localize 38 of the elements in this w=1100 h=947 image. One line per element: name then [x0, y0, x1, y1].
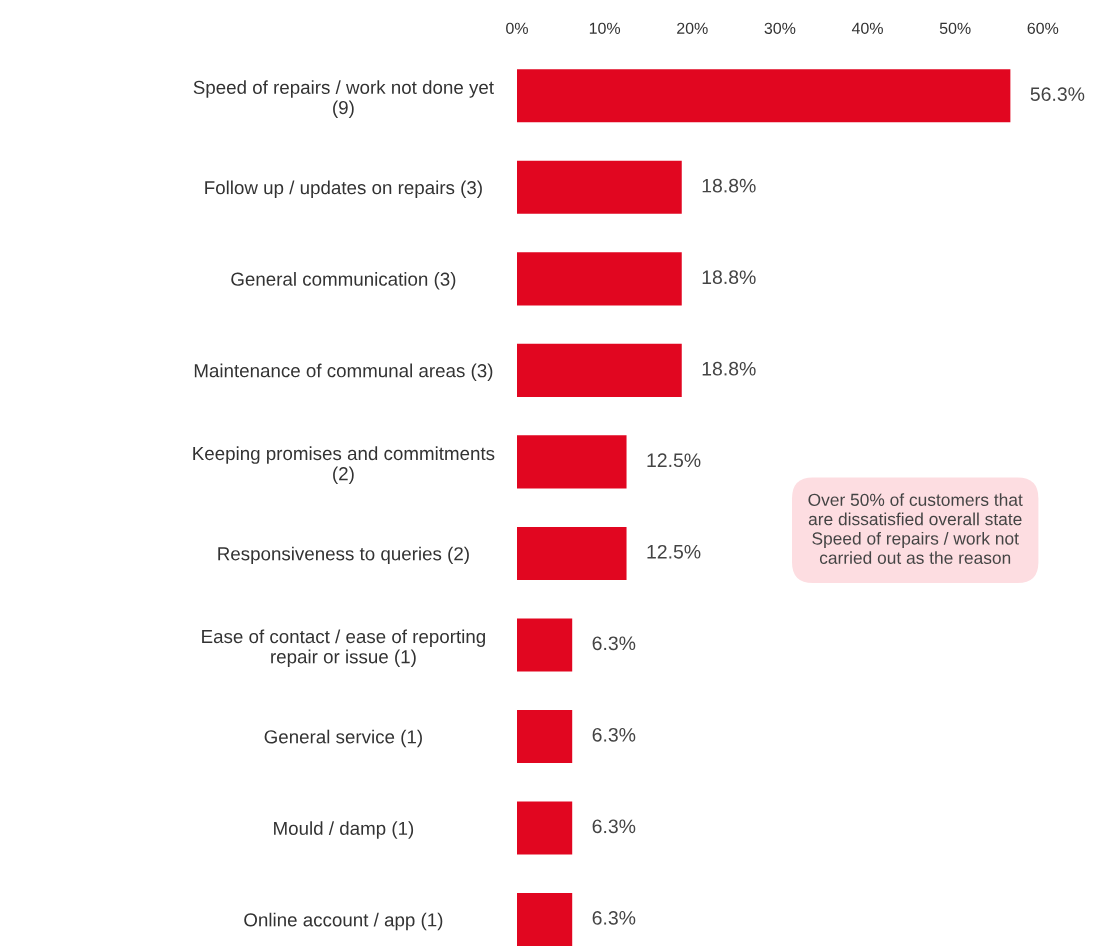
y-tick-label: General service (1)	[264, 729, 422, 748]
y-tick-label: Speed of repairs / work not done yet (9)	[193, 80, 494, 118]
y-tick-label: Online account / app (1)	[244, 912, 443, 931]
annotation: Over 50% of customers that are dissatisfied overall state Speed of repairs / work not carried out as the reason	[808, 493, 1023, 564]
bar	[517, 252, 682, 306]
y-tick-label: Maintenance of communal areas (3)	[194, 363, 493, 382]
data-label: 12.5%	[647, 544, 701, 559]
x-tick-label: 60%	[1027, 22, 1059, 34]
bar	[517, 435, 627, 489]
x-tick-label: 0%	[506, 22, 528, 34]
data-label: 12.5%	[647, 453, 701, 468]
x-tick-label: 50%	[939, 22, 971, 34]
bar	[517, 160, 682, 214]
y-tick-label: Ease of contact / ease of reporting repair or issue (1)	[202, 629, 485, 668]
data-label: 6.3%	[592, 636, 636, 651]
y-tick-label: Follow up / updates on repairs (3)	[205, 180, 482, 199]
data-label: 18.8%	[702, 178, 756, 193]
bar	[517, 801, 573, 855]
data-label: 6.3%	[592, 819, 636, 834]
data-label: 18.8%	[702, 361, 756, 376]
x-tick-label: 20%	[677, 22, 708, 34]
bar	[517, 343, 682, 397]
x-tick-label: 30%	[764, 22, 796, 34]
x-tick-label: 10%	[589, 22, 621, 34]
x-tick-label: 40%	[851, 22, 883, 34]
data-label: 56.3%	[1030, 87, 1085, 102]
bar	[517, 618, 573, 672]
y-tick-label: General communication (3)	[231, 272, 456, 290]
bar	[517, 69, 1011, 123]
data-label: 6.3%	[592, 727, 636, 742]
bar	[517, 526, 627, 580]
y-tick-label: Responsiveness to queries (2)	[218, 546, 469, 565]
data-label: 6.3%	[592, 910, 636, 925]
data-label: 18.8%	[702, 270, 756, 285]
y-tick-label: Keeping promises and commitments (2)	[193, 446, 495, 485]
y-tick-label: Mould / damp (1)	[274, 821, 414, 839]
bar	[517, 709, 573, 764]
bar	[517, 893, 573, 947]
